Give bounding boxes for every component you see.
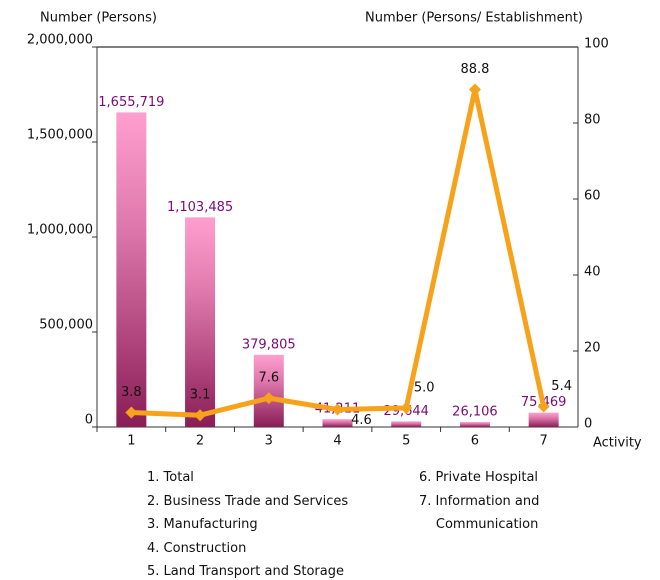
bar: [253, 354, 284, 427]
x-tick-label: 2: [196, 434, 204, 449]
bar: [528, 412, 559, 427]
y-tick-label: 1,000,000: [27, 223, 93, 238]
bar-value-label: 1,103,485: [167, 200, 233, 215]
x-tick-label: 7: [540, 434, 548, 449]
line-value-label: 88.8: [460, 62, 489, 77]
y2-tick-label: 0: [584, 417, 592, 432]
line-value-label: 7.6: [258, 371, 279, 386]
y2-axis-label: Number (Persons/ Establishment): [365, 11, 583, 26]
note-item: 3. Manufacturing: [147, 517, 258, 532]
notes-left: 1. Total 2. Business Trade and Services 3.…: [147, 466, 397, 580]
bar: [459, 422, 490, 427]
x-tick-label: 5: [402, 434, 410, 449]
bar-value-label: 26,106: [452, 405, 498, 420]
x-tick-label: 1: [127, 434, 135, 449]
note-item: 1. Total: [147, 470, 194, 485]
y2-tick-label: 20: [584, 341, 601, 356]
y2-tick-label: 60: [584, 189, 601, 204]
note-item: 7. Information and Communication: [419, 493, 540, 533]
bar-series: [116, 112, 559, 427]
line-marker: [537, 400, 550, 413]
y-tick-label: 1,500,000: [27, 128, 93, 143]
bar: [322, 419, 353, 427]
line-value-label: 5.0: [414, 381, 435, 396]
line-value-label: 4.6: [351, 413, 372, 428]
y2-tick-label: 40: [584, 265, 601, 280]
line-value-label: 5.4: [551, 379, 572, 394]
line-value-label: 3.1: [190, 388, 211, 403]
bar-value-label: 379,805: [242, 337, 296, 352]
x-tick-label: 6: [471, 434, 479, 449]
y2-tick-label: 80: [584, 113, 601, 128]
line-marker: [468, 83, 481, 96]
note-item: 5. Land Transport and Storage: [147, 564, 344, 579]
y-axis-label: Number (Persons): [40, 11, 157, 26]
y2-tick-label: 100: [584, 37, 609, 52]
bar: [391, 421, 422, 427]
note-item: 6. Private Hospital: [419, 470, 539, 485]
line-marker: [400, 402, 413, 414]
x-tick-label: 3: [265, 434, 273, 449]
y-tick-label: 2,000,000: [27, 33, 93, 48]
note-item: 4. Construction: [147, 540, 247, 556]
line-marker: [262, 392, 275, 405]
x-tick-label: 4: [333, 434, 341, 449]
x-axis-label: Activity: [593, 436, 642, 451]
bar-value-label: 1,655,719: [98, 95, 164, 110]
line-marker: [194, 409, 207, 422]
y-tick-label: 0: [85, 413, 93, 428]
y-tick-label: 500,000: [39, 318, 93, 333]
bar: [116, 112, 147, 427]
line-marker: [125, 406, 138, 419]
line-value-label: 3.8: [121, 385, 142, 400]
notes-right: 6. Private Hospital 7. Information and Co…: [419, 466, 589, 537]
line-marker: [331, 403, 344, 416]
note-item: 2. Business Trade and Services: [147, 493, 349, 509]
bar: [185, 217, 216, 427]
